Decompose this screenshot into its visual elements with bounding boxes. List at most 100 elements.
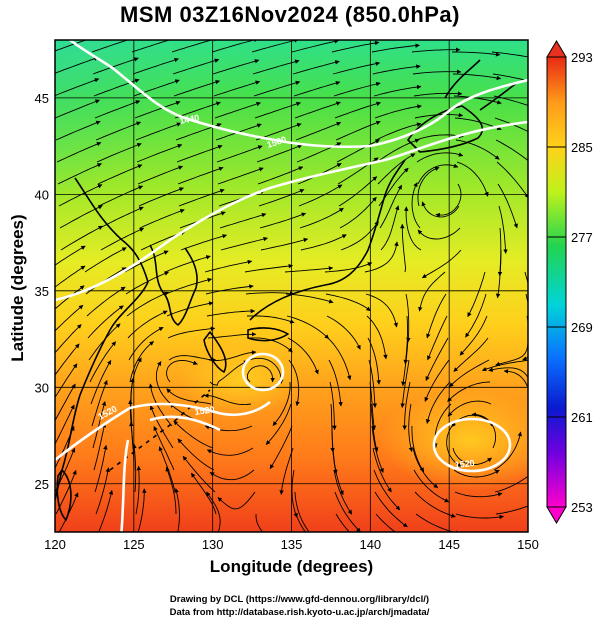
streamline [371, 43, 420, 53]
streamline [339, 196, 377, 229]
streamline [365, 293, 398, 328]
streamline [94, 444, 108, 493]
streamline [333, 81, 381, 97]
lon-tick-label: 135 [281, 537, 303, 552]
streamline [329, 381, 337, 431]
streamline [58, 184, 103, 207]
lat-tick-label: 45 [35, 91, 49, 106]
streamline [459, 315, 488, 356]
streamline [425, 381, 451, 424]
lat-tick-label: 30 [35, 380, 49, 395]
streamline [155, 361, 172, 405]
streamline [413, 91, 463, 97]
streamline [452, 447, 492, 465]
streamline [205, 284, 254, 295]
streamline [245, 291, 295, 296]
streamline [503, 369, 528, 390]
chart-title: MSM 03Z16Nov2024 (850.0hPa) [120, 2, 460, 27]
streamline [212, 59, 260, 75]
streamline [496, 161, 528, 199]
streamline [190, 472, 217, 515]
streamline [95, 467, 111, 515]
streamline [471, 412, 497, 449]
streamline [453, 469, 500, 478]
streamline [371, 24, 419, 30]
streamline [408, 403, 414, 453]
streamline [173, 79, 221, 97]
streamline [373, 469, 401, 511]
streamline [98, 185, 144, 207]
streamline [412, 447, 439, 489]
streamline [292, 60, 340, 75]
streamline [425, 337, 449, 382]
streamline [55, 383, 76, 422]
streamline [427, 315, 448, 361]
streamline [411, 425, 425, 473]
streamline [251, 18, 298, 30]
streamline [405, 293, 411, 343]
streamline [208, 350, 257, 361]
streamline [55, 304, 84, 332]
streamline [495, 505, 528, 515]
streamline [180, 234, 228, 251]
lat-tick-label: 35 [35, 284, 49, 299]
streamline [299, 207, 344, 229]
streamline [456, 161, 489, 197]
streamline [366, 315, 388, 360]
streamline [182, 455, 216, 493]
streamline [291, 40, 340, 53]
streamline [495, 250, 502, 299]
streamline [211, 17, 257, 30]
streamline [374, 104, 422, 119]
streamline [91, 15, 137, 30]
credit-drawing: Drawing by DCL (https://www.gfd-dennou.o… [169, 594, 430, 605]
streamline [416, 152, 464, 163]
streamline [403, 206, 422, 251]
streamline [86, 286, 126, 317]
streamline [55, 343, 80, 376]
streamline [89, 341, 117, 383]
streamline [253, 80, 301, 97]
streamline [493, 431, 522, 471]
streamline [497, 183, 518, 229]
contour-label: 1440 [179, 113, 200, 126]
streamline [426, 293, 447, 339]
streamline [217, 167, 264, 185]
streamline [294, 101, 341, 119]
streamline [209, 360, 249, 386]
streamline [171, 17, 217, 30]
streamline [131, 40, 179, 53]
streamline [401, 337, 409, 387]
streamline [95, 121, 142, 141]
streamline [332, 447, 344, 496]
streamline [206, 308, 256, 317]
streamline [164, 255, 211, 273]
streamline [338, 176, 378, 207]
streamline [92, 401, 107, 449]
streamline [375, 513, 396, 532]
streamline [246, 365, 275, 383]
streamline [465, 293, 487, 338]
streamline [451, 30, 499, 32]
lat-tick-label: 25 [35, 477, 49, 492]
streamline [172, 58, 220, 75]
streamline [57, 163, 102, 185]
streamline [379, 184, 403, 229]
credit-data: Data from http://database.rish.kyoto-u.a… [169, 607, 430, 618]
streamline [373, 84, 422, 97]
streamline [286, 315, 330, 340]
streamline [260, 237, 309, 251]
streamline [55, 265, 86, 288]
colorbar-tick-label: 293 [571, 50, 593, 65]
streamline [413, 469, 450, 503]
streamline [369, 381, 377, 431]
streamline [449, 359, 490, 388]
streamline [367, 337, 381, 385]
streamline [300, 234, 347, 251]
streamline [92, 57, 139, 75]
streamline [244, 263, 294, 273]
streamline [331, 21, 378, 30]
streamline [335, 513, 350, 532]
streamline [402, 381, 411, 431]
streamline [415, 133, 464, 141]
